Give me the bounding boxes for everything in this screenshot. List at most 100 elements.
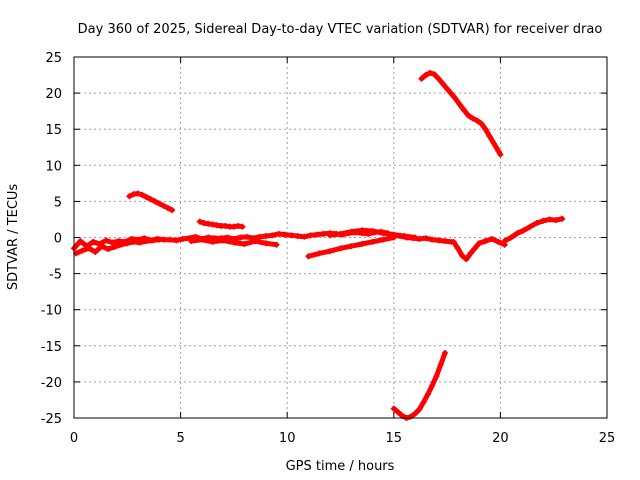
data-point [98, 243, 105, 250]
data-point [497, 151, 504, 158]
data-point [514, 230, 521, 237]
data-point [416, 406, 423, 413]
data-point [117, 241, 124, 248]
data-point [476, 240, 483, 247]
data-point [188, 238, 195, 245]
data-point [209, 221, 216, 228]
data-point [220, 237, 227, 244]
data-point [431, 71, 438, 78]
data-point [111, 243, 118, 250]
data-point [230, 223, 237, 230]
data-point [473, 117, 480, 124]
data-point [540, 217, 547, 224]
data-point [452, 95, 459, 102]
data-point [412, 410, 419, 417]
data-point [461, 107, 468, 114]
data-point [196, 218, 203, 225]
data-point [435, 75, 442, 82]
data-point [420, 399, 427, 406]
data-point [546, 216, 553, 223]
data-point [222, 222, 229, 229]
data-point [130, 238, 137, 245]
data-point [369, 238, 376, 245]
data-point [533, 220, 540, 227]
y-tick-label: -5 [49, 268, 62, 283]
data-point [230, 239, 237, 246]
data-point [369, 228, 376, 235]
data-point [288, 232, 295, 239]
series-line [419, 70, 503, 157]
data-point [478, 120, 485, 127]
data-point [552, 217, 559, 224]
data-point [418, 75, 425, 82]
data-point [173, 237, 180, 244]
data-point [149, 237, 156, 244]
data-point [169, 207, 176, 214]
data-point [422, 72, 429, 79]
data-point [424, 391, 431, 398]
y-tick-label: -10 [41, 304, 62, 319]
x-tick-label: 0 [70, 431, 78, 446]
series-lower-branch [305, 234, 397, 260]
y-tick-label: 5 [54, 195, 62, 210]
data-point [179, 235, 186, 242]
data-point [465, 112, 472, 119]
data-point [467, 250, 474, 257]
y-tick-label: 25 [45, 51, 62, 66]
data-point [316, 250, 323, 257]
data-point [459, 252, 466, 259]
data-point [237, 234, 244, 241]
data-point [439, 80, 446, 87]
data-point [454, 245, 461, 252]
y-tick-label: 10 [45, 159, 62, 174]
data-point [137, 239, 144, 246]
data-point [433, 373, 440, 380]
data-point [275, 230, 282, 237]
series-seg-b [196, 218, 246, 230]
data-point [239, 223, 246, 230]
data-point [139, 191, 146, 198]
data-point [305, 253, 312, 260]
data-points [71, 69, 566, 421]
y-tick-label: -25 [41, 412, 62, 427]
data-point [143, 194, 150, 201]
chart-title: Day 360 of 2025, Sidereal Day-to-day VTE… [78, 22, 603, 37]
data-point [441, 238, 448, 245]
y-tick-label: -15 [41, 340, 62, 355]
data-point [358, 240, 365, 247]
data-point [124, 240, 131, 247]
data-point [559, 215, 566, 222]
series-seg-upper [418, 69, 504, 158]
data-point [152, 198, 159, 205]
data-point [105, 246, 112, 253]
data-point [109, 239, 116, 246]
data-point [209, 238, 216, 245]
data-point [337, 245, 344, 252]
data-point [380, 236, 387, 243]
data-point [282, 231, 289, 238]
y-tick-label: 0 [54, 232, 62, 247]
y-axis-title: SDTVAR / TECUs [6, 184, 21, 291]
data-point [469, 115, 476, 122]
ticks: 0 5 10 15 20 25 -25 -20 -15 -10 -5 0 5 10 15 20 25 [41, 51, 616, 446]
x-axis-title: GPS time / hours [286, 459, 395, 474]
data-point [429, 236, 436, 243]
data-point [273, 241, 280, 248]
data-point [243, 233, 250, 240]
data-point [491, 140, 498, 147]
y-tick-label: 15 [45, 123, 62, 138]
data-point [252, 238, 259, 245]
x-tick-label: 15 [386, 431, 403, 446]
data-point [166, 236, 173, 243]
data-point [205, 220, 212, 227]
data-point [407, 413, 414, 420]
data-point [126, 193, 133, 200]
data-point [256, 233, 263, 240]
data-point [164, 204, 171, 211]
data-point [134, 190, 141, 197]
data-point [435, 237, 442, 244]
data-point [448, 90, 455, 97]
series-dip [450, 235, 508, 263]
